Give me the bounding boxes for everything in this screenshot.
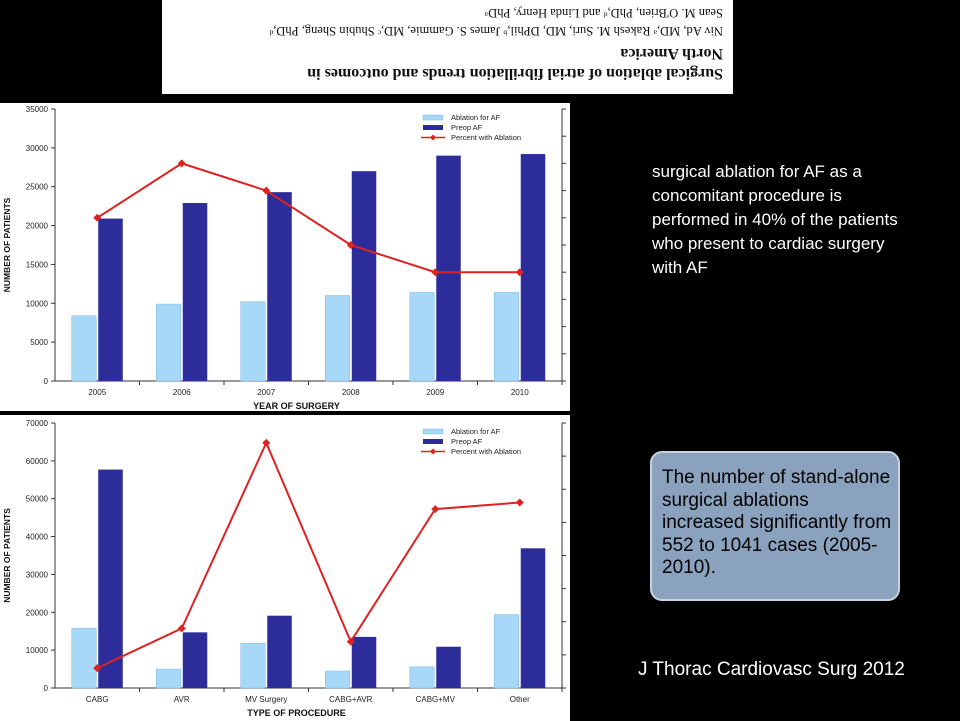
y-tick-label-left: 35000 (26, 105, 49, 114)
y-axis-title-left: NUMBER OF PATIENTS (2, 508, 12, 603)
bar-preop (520, 548, 546, 688)
bar-preop (98, 469, 123, 688)
y-tick-label-left: 60000 (26, 457, 49, 466)
legend-label-preop: Preop AF (451, 437, 483, 446)
bar-ablation (71, 627, 97, 689)
x-tick-label: Other (510, 695, 530, 704)
y-tick-label-left: 30000 (26, 144, 49, 153)
summary-text: surgical ablation for AF as a concomitan… (652, 162, 898, 277)
paper-title-line2: North America (620, 45, 723, 62)
y-tick-label-left: 70000 (26, 419, 49, 428)
x-tick-label: AVR (174, 695, 190, 704)
line-percent (96, 440, 520, 670)
point-percent (177, 159, 186, 168)
paper-authors-line1: Niv Ad, MD,ᵃ Rakesh M. Suri, MD, DPhil,ᵇ… (269, 24, 723, 38)
x-tick-label: MV Surgery (245, 695, 287, 704)
y-tick-label-left: 20000 (26, 222, 49, 231)
legend-swatch-ablation (422, 114, 444, 121)
bar-preop (436, 646, 461, 688)
paper-title-line1: Surgical ablation of atrial fibrillation… (307, 65, 723, 82)
y-tick-label-left: 0 (44, 377, 49, 386)
bar-preop (267, 192, 292, 381)
y-tick-label-left: 15000 (26, 260, 49, 269)
y-tick-label-left: 10000 (26, 646, 49, 655)
bar-ablation (324, 295, 350, 382)
bar-preop (98, 218, 123, 381)
bar-preop (436, 155, 461, 381)
bar-ablation (71, 315, 97, 382)
x-tick-label: 2009 (426, 388, 444, 397)
y-tick-label-left: 10000 (26, 299, 49, 308)
y-tick-label-left: 30000 (26, 570, 49, 579)
point-percent (431, 268, 440, 277)
bar-preop (520, 154, 546, 381)
x-tick-label: 2007 (257, 388, 275, 397)
callout-text: The number of stand-alone surgical ablat… (662, 467, 892, 578)
x-tick-label: 2005 (88, 388, 106, 397)
bar-ablation (240, 301, 266, 382)
y-tick-label-left: 40000 (26, 533, 49, 542)
x-axis-title: YEAR OF SURGERY (253, 401, 340, 411)
legend-swatch-percent-marker (430, 448, 436, 455)
bar-preop (182, 632, 208, 688)
legend-label-preop: Preop AF (451, 123, 483, 132)
point-percent (515, 498, 524, 507)
point-percent (346, 637, 355, 646)
legend-swatch-preop (423, 439, 443, 444)
x-axis-title: TYPE OF PROCEDURE (247, 708, 346, 718)
legend-label-percent: Percent with Ablation (451, 133, 521, 142)
paper-header-image: Surgical ablation of atrial fibrillation… (162, 0, 733, 94)
chart-by-year-svg: 0500010000150002000025000300003500035363… (2, 105, 566, 411)
callout-box: The number of stand-alone surgical ablat… (650, 451, 900, 601)
y-axis-title-left: NUMBER OF PATIENTS (2, 197, 12, 292)
point-percent (431, 505, 440, 514)
legend-label-ablation: Ablation for AF (451, 427, 501, 436)
citation: J Thorac Cardiovasc Surg 2012 (638, 659, 905, 680)
bar-preop (182, 203, 208, 381)
y-tick-label-left: 25000 (26, 183, 49, 192)
point-percent (515, 268, 524, 277)
chart-by-procedure: 0100002000030000400005000060000700002530… (0, 415, 570, 721)
bar-ablation (409, 666, 435, 689)
y-tick-label-left: 0 (44, 684, 49, 693)
point-percent (93, 213, 102, 222)
legend-swatch-preop (423, 125, 443, 130)
point-percent (262, 438, 271, 447)
bar-ablation (493, 614, 519, 689)
x-tick-label: CABG+MV (416, 695, 456, 704)
point-percent (93, 664, 102, 673)
point-percent (177, 624, 186, 633)
chart-by-year: 0500010000150002000025000300003500035363… (0, 103, 570, 411)
y-tick-label-left: 50000 (26, 495, 49, 504)
bar-preop (351, 636, 377, 688)
bar-ablation (155, 303, 181, 382)
point-percent (346, 241, 355, 249)
bar-ablation (493, 292, 519, 382)
chart-by-procedure-svg: 0100002000030000400005000060000700002530… (2, 419, 566, 718)
legend-label-percent: Percent with Ablation (451, 447, 521, 456)
x-tick-label: CABG (86, 695, 109, 704)
legend-swatch-percent-marker (430, 134, 436, 141)
x-tick-label: CABG+AVR (329, 695, 372, 704)
y-tick-label-left: 20000 (26, 608, 49, 617)
x-tick-label: 2008 (342, 388, 360, 397)
bar-preop (351, 171, 377, 381)
bar-ablation (155, 668, 181, 689)
x-tick-label: 2010 (511, 388, 529, 397)
bar-preop (267, 615, 292, 688)
paper-header-flipped: Surgical ablation of atrial fibrillation… (162, 0, 733, 94)
point-percent (262, 186, 271, 195)
legend-label-ablation: Ablation for AF (451, 113, 501, 122)
legend-swatch-ablation (422, 428, 444, 435)
line-percent (96, 162, 520, 274)
y-tick-label-left: 5000 (30, 338, 48, 347)
bar-ablation (324, 670, 350, 689)
bar-ablation (240, 643, 266, 689)
x-tick-label: 2006 (173, 388, 191, 397)
bar-ablation (409, 292, 435, 382)
paper-authors-line2: Sean M. O'Brien, PhD,ᵈ and Linda Henry, … (484, 6, 723, 20)
